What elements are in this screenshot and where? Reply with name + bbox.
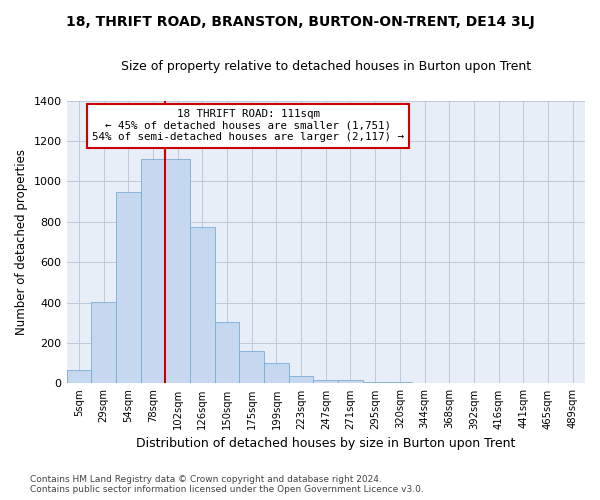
X-axis label: Distribution of detached houses by size in Burton upon Trent: Distribution of detached houses by size … [136,437,515,450]
Bar [388,382,412,384]
Bar [91,302,116,384]
Y-axis label: Number of detached properties: Number of detached properties [15,149,28,335]
Bar [67,370,91,384]
Bar [264,363,289,384]
Bar [215,322,239,384]
Bar [190,227,215,384]
Text: 18 THRIFT ROAD: 111sqm
← 45% of detached houses are smaller (1,751)
54% of semi-: 18 THRIFT ROAD: 111sqm ← 45% of detached… [92,109,404,142]
Bar [313,380,338,384]
Text: Contains public sector information licensed under the Open Government Licence v3: Contains public sector information licen… [30,484,424,494]
Bar [116,192,140,384]
Text: 18, THRIFT ROAD, BRANSTON, BURTON-ON-TRENT, DE14 3LJ: 18, THRIFT ROAD, BRANSTON, BURTON-ON-TRE… [65,15,535,29]
Bar [289,376,313,384]
Bar [363,382,388,384]
Text: Contains HM Land Registry data © Crown copyright and database right 2024.: Contains HM Land Registry data © Crown c… [30,475,382,484]
Bar [239,351,264,384]
Title: Size of property relative to detached houses in Burton upon Trent: Size of property relative to detached ho… [121,60,531,73]
Bar [165,159,190,384]
Bar [140,159,165,384]
Bar [338,380,363,384]
